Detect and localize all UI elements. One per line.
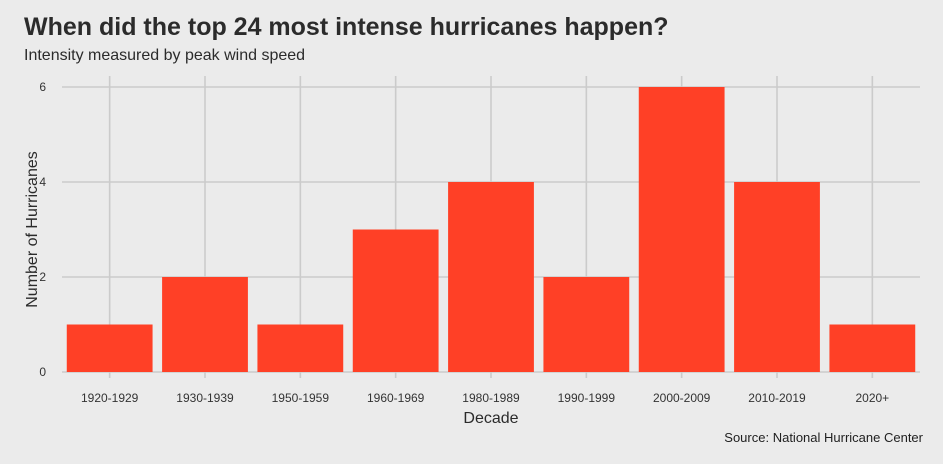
x-tick-label: 2010-2019 [748, 391, 806, 405]
y-axis-title: Number of Hurricanes [24, 151, 41, 308]
x-tick-label: 1960-1969 [367, 391, 425, 405]
x-tick-label: 1990-1999 [558, 391, 616, 405]
bar-1950-1959 [257, 324, 344, 372]
x-tick-label: 1920-1929 [81, 391, 139, 405]
chart-title: When did the top 24 most intense hurrica… [24, 13, 669, 41]
bar-2020+ [829, 324, 916, 372]
bar-1930-1939 [162, 277, 248, 372]
x-axis-title: Decade [463, 410, 518, 427]
bar-1960-1969 [352, 229, 439, 372]
x-tick-label: 1930-1939 [176, 391, 234, 405]
x-tick-label: 2000-2009 [653, 391, 711, 405]
chart-caption: Source: National Hurricane Center [724, 430, 923, 445]
bars [66, 87, 916, 372]
bar-1980-1989 [448, 182, 534, 372]
bar-1920-1929 [66, 324, 153, 372]
y-tick-label: 4 [39, 175, 46, 189]
bar-1990-1999 [543, 277, 630, 372]
bar-2000-2009 [638, 87, 725, 372]
y-tick-label: 6 [39, 80, 46, 94]
x-axis-ticks: 1920-1929 1930-1939 1950-1959 1960-1969 1980… [81, 391, 889, 405]
y-tick-label: 0 [39, 365, 46, 379]
x-tick-label: 1950-1959 [272, 391, 330, 405]
chart-subtitle: Intensity measured by peak wind speed [24, 47, 306, 64]
y-axis-ticks: 0 2 4 6 [39, 80, 46, 379]
y-tick-label: 2 [39, 270, 46, 284]
x-tick-label: 1980-1989 [462, 391, 520, 405]
x-tick-label: 2020+ [855, 391, 889, 405]
bar-2010-2019 [734, 182, 820, 372]
